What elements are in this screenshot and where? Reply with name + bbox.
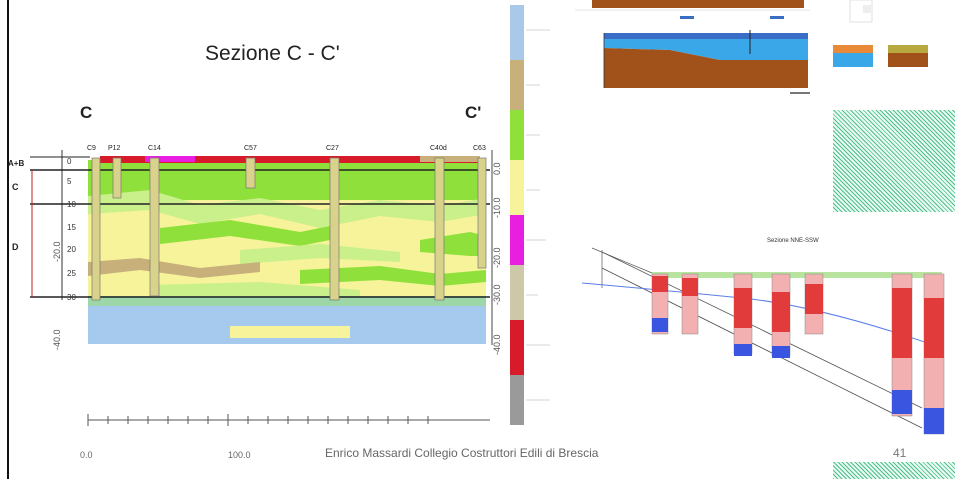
slide-border [7,0,9,479]
borehole-label: C14 [148,145,161,152]
depth-tick: 0 [67,157,72,166]
borehole-label: C57 [244,145,257,152]
x-axis-tick: 0.0 [80,450,93,460]
zone-label: C [12,182,19,192]
right-axis-tick: -30.0 [492,284,502,305]
section-end-marker: C' [465,103,482,122]
section-start-marker: C [80,103,93,122]
right-axis-tick: 0.0 [492,162,502,175]
page-number: 41 [893,446,907,460]
inset-top-section [575,0,810,94]
depth-tick: 25 [67,269,76,278]
inset-title: Sezione NNE-SSW [767,238,819,244]
hatched-patch [833,462,955,479]
left-axis-tick: -20.0 [52,241,62,262]
depth-tick: 10 [67,200,76,209]
depth-tick: 30 [67,293,76,302]
borehole-label: C40d [430,145,447,152]
legend-column [510,5,550,425]
borehole-label: C63 [473,145,486,152]
footer-credit: Enrico Massardi Collegio Costruttori Edi… [325,446,599,460]
depth-tick: 5 [67,177,72,186]
depth-tick: 20 [67,245,76,254]
slide-title: Sezione C - C' [205,42,340,65]
x-axis-tick: 100.0 [228,450,251,460]
inset-top-legend [833,0,928,67]
hatched-patch [833,110,955,212]
inset-bottom-section: Sezione NNE-SSW [581,238,945,435]
zone-label: A+B [8,159,24,168]
borehole-label: P12 [108,145,121,152]
borehole-label: C27 [326,145,339,152]
zone-label: D [12,242,19,252]
right-axis-tick: -40.0 [492,334,502,355]
left-axis-tick: -40.0 [52,329,62,350]
borehole-label: C9 [87,145,96,152]
depth-tick: 15 [67,223,76,232]
right-axis-tick: -10.0 [492,197,502,218]
right-axis-tick: -20.0 [492,247,502,268]
